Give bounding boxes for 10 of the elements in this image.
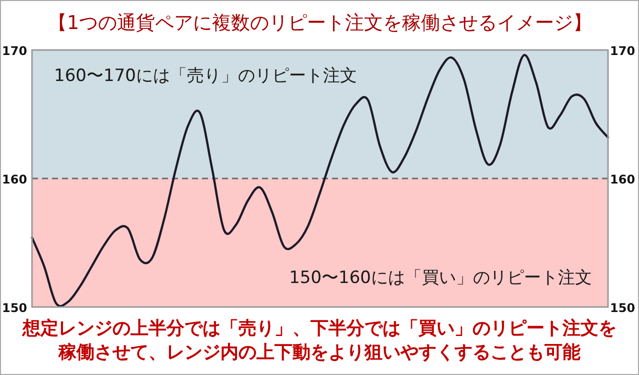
text: 想定レンジの上半分では「売り」、下半分では「買い」のリピート注文を稼働させて、レンジ内の上下動をより狙いやすくすることも可能 xyxy=(21,317,618,365)
y-tick-label: 160 xyxy=(2,172,28,186)
y2-tick-label: 150 xyxy=(610,301,636,315)
y2-tick-label: 170 xyxy=(610,44,636,58)
y2-tick-label: 160 xyxy=(610,172,636,186)
y-tick-label: 170 xyxy=(2,44,28,58)
band-label: 160〜170には「売り」のリピート注文 xyxy=(54,66,357,86)
y-tick-label: 150 xyxy=(2,301,28,315)
band-label: 150〜160には「買い」のリピート注文 xyxy=(289,268,592,288)
chart-title: 【1つの通貨ペアに複数のリピート注文を稼働させるイメージ】 xyxy=(48,12,592,34)
